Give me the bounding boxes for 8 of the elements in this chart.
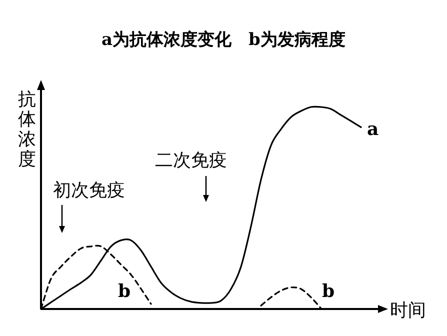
annotation: b <box>322 281 335 302</box>
chart-title: a为抗体浓度变化 b为发病程度 <box>102 30 346 50</box>
series-label: a <box>367 119 379 140</box>
y-axis-title: 抗体浓度 <box>18 89 36 170</box>
x-axis-title: 时间 <box>390 300 426 321</box>
annotation: 二次免疫 <box>155 150 227 171</box>
annotation: 初次免疫 <box>53 180 125 201</box>
series-label: b <box>118 281 131 302</box>
